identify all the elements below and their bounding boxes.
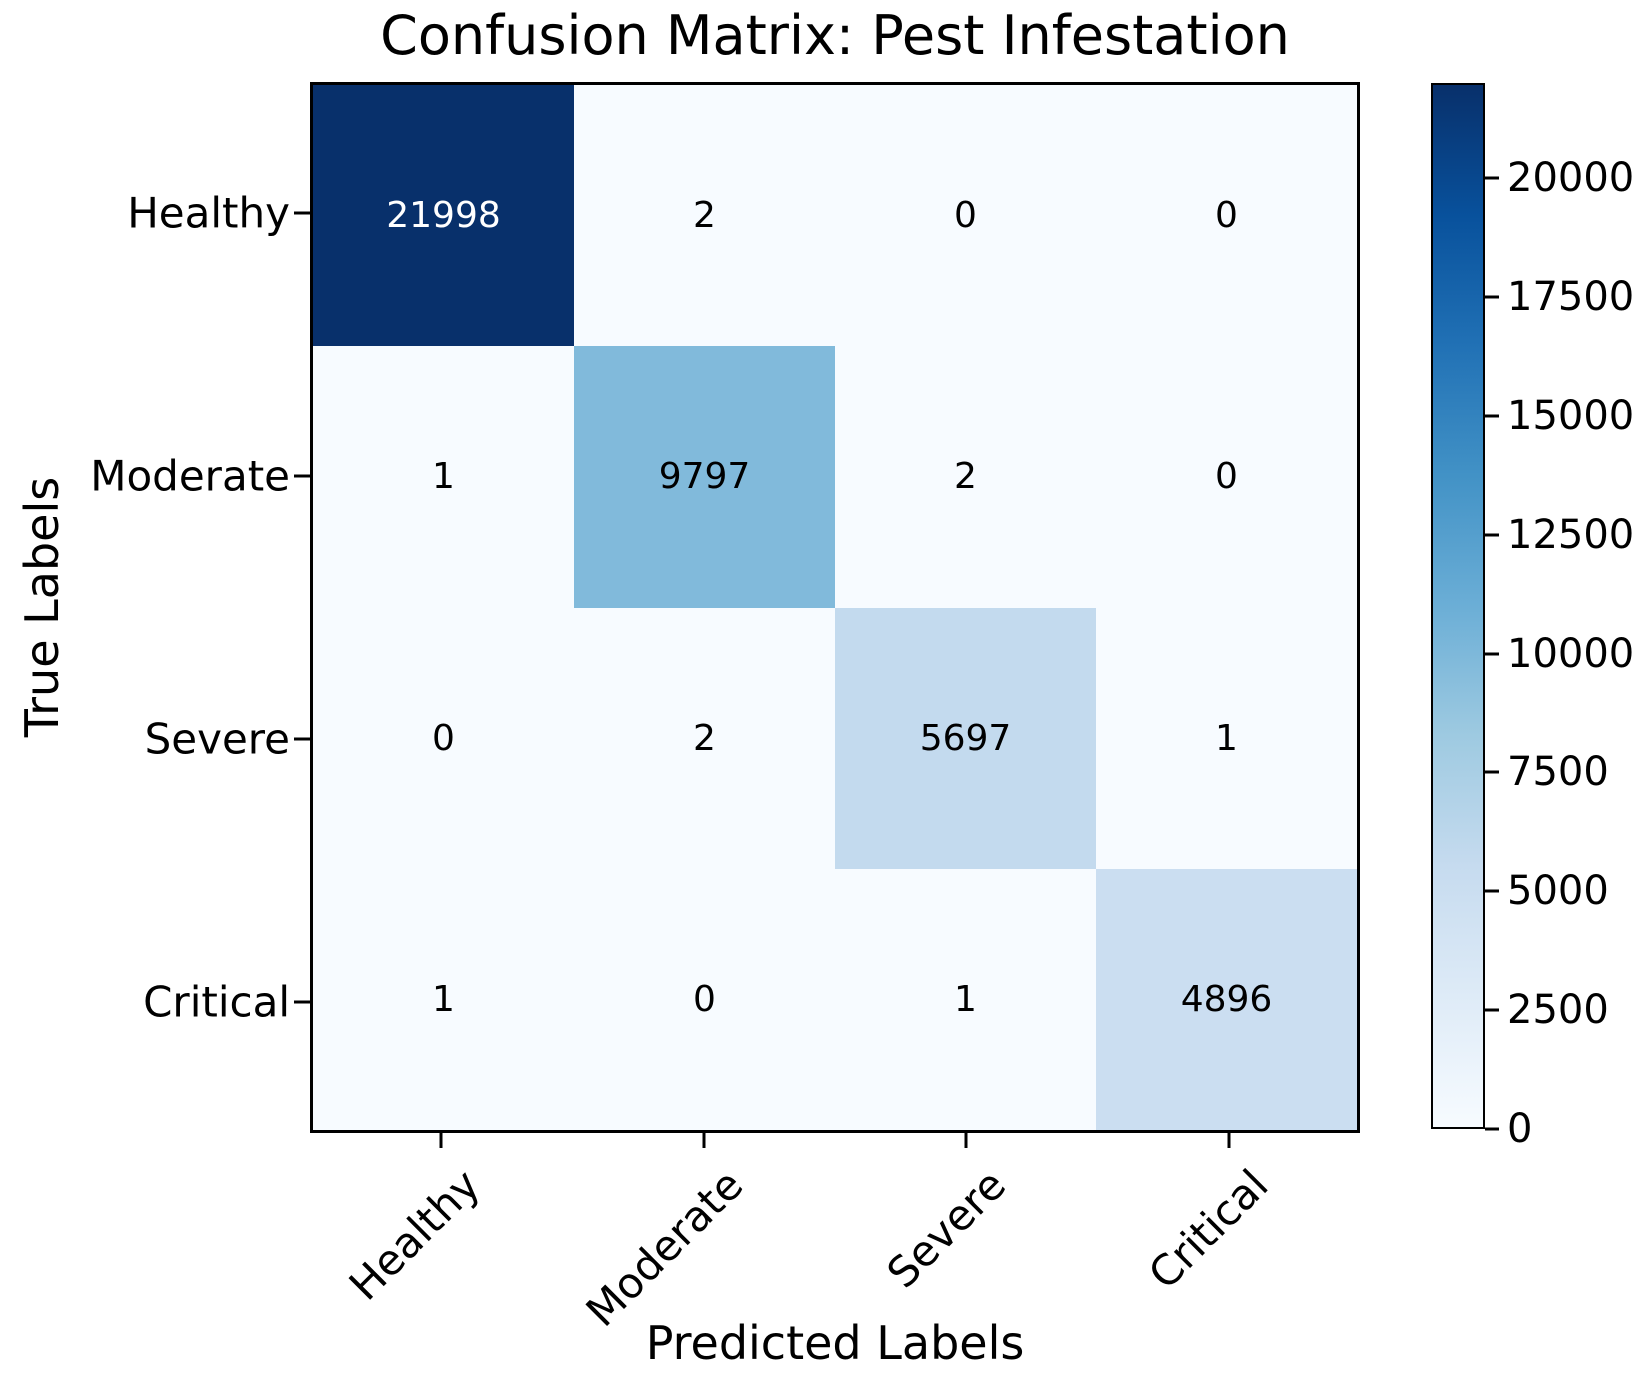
matrix-cell-r1c3: 0 — [1096, 346, 1357, 608]
colorbar-tick-mark — [1485, 295, 1499, 299]
colorbar-tick-label-10000: 10000 — [1507, 630, 1635, 677]
matrix-cell-r0c2: 0 — [835, 85, 1096, 347]
x-tick-mark — [964, 1133, 968, 1148]
matrix-cell-r0c0: 21998 — [313, 85, 574, 347]
colorbar-tick-mark — [1485, 770, 1499, 774]
x-tick-mark — [439, 1133, 443, 1148]
matrix-cell-r2c0: 0 — [313, 607, 574, 869]
matrix-cell-r2c2: 5697 — [835, 607, 1096, 869]
colorbar-tick-mark — [1485, 1008, 1499, 1012]
colorbar-tick-mark — [1485, 533, 1499, 537]
colorbar-tick-mark — [1485, 652, 1499, 655]
matrix-cell-r0c3: 0 — [1096, 85, 1357, 347]
x-tick-label-healthy: Healthy — [340, 1160, 490, 1310]
y-tick-label-severe: Severe — [144, 714, 290, 764]
colorbar-tick-label-20000: 20000 — [1507, 155, 1635, 201]
y-tick-mark — [294, 211, 310, 215]
matrix-cell-r1c2: 2 — [835, 346, 1096, 608]
matrix-cell-r3c3: 4896 — [1096, 868, 1357, 1130]
colorbar-tick-label-5000: 5000 — [1507, 868, 1609, 915]
matrix-cell-r3c2: 1 — [835, 868, 1096, 1130]
x-tick-label-critical: Critical — [1138, 1160, 1278, 1299]
colorbar-tick-label-7500: 7500 — [1507, 749, 1609, 796]
colorbar-tick-label-15000: 15000 — [1507, 392, 1635, 439]
chart-title: Confusion Matrix: Pest Infestation — [380, 4, 1290, 67]
matrix-cell-r2c1: 2 — [574, 607, 835, 869]
colorbar-tick-label-0: 0 — [1507, 1106, 1533, 1152]
x-tick-label-severe: Severe — [877, 1160, 1015, 1298]
colorbar-tick-mark — [1485, 176, 1499, 180]
y-tick-mark — [294, 1000, 310, 1004]
colorbar-tick-mark — [1485, 414, 1499, 418]
y-tick-mark — [294, 474, 310, 478]
colorbar-tick-mark — [1485, 1127, 1499, 1131]
matrix-cell-r3c0: 1 — [313, 868, 574, 1130]
colorbar-tick-mark — [1485, 889, 1499, 893]
x-tick-mark — [1227, 1133, 1231, 1148]
colorbar-tick-label-17500: 17500 — [1507, 273, 1635, 320]
matrix-cell-r1c0: 1 — [313, 346, 574, 608]
y-tick-label-critical: Critical — [143, 977, 290, 1027]
y-tick-label-healthy: Healthy — [127, 188, 290, 238]
y-tick-label-moderate: Moderate — [90, 451, 290, 501]
y-axis-title: True Labels — [15, 476, 69, 738]
matrix-cell-r2c3: 1 — [1096, 607, 1357, 869]
y-tick-mark — [294, 737, 310, 741]
x-tick-mark — [702, 1133, 706, 1148]
matrix-cell-r3c1: 0 — [574, 868, 835, 1130]
x-axis-title: Predicted Labels — [645, 1316, 1025, 1370]
x-tick-label-moderate: Moderate — [576, 1160, 753, 1336]
matrix-cell-r1c1: 9797 — [574, 346, 835, 608]
colorbar — [1431, 83, 1485, 1129]
colorbar-tick-label-12500: 12500 — [1507, 511, 1635, 558]
colorbar-tick-label-2500: 2500 — [1507, 987, 1609, 1034]
confusion-matrix-heatmap: 21998 2 0 0 1 9797 2 0 0 2 5697 1 1 0 1 4896 — [310, 82, 1360, 1133]
matrix-cell-r0c1: 2 — [574, 85, 835, 347]
